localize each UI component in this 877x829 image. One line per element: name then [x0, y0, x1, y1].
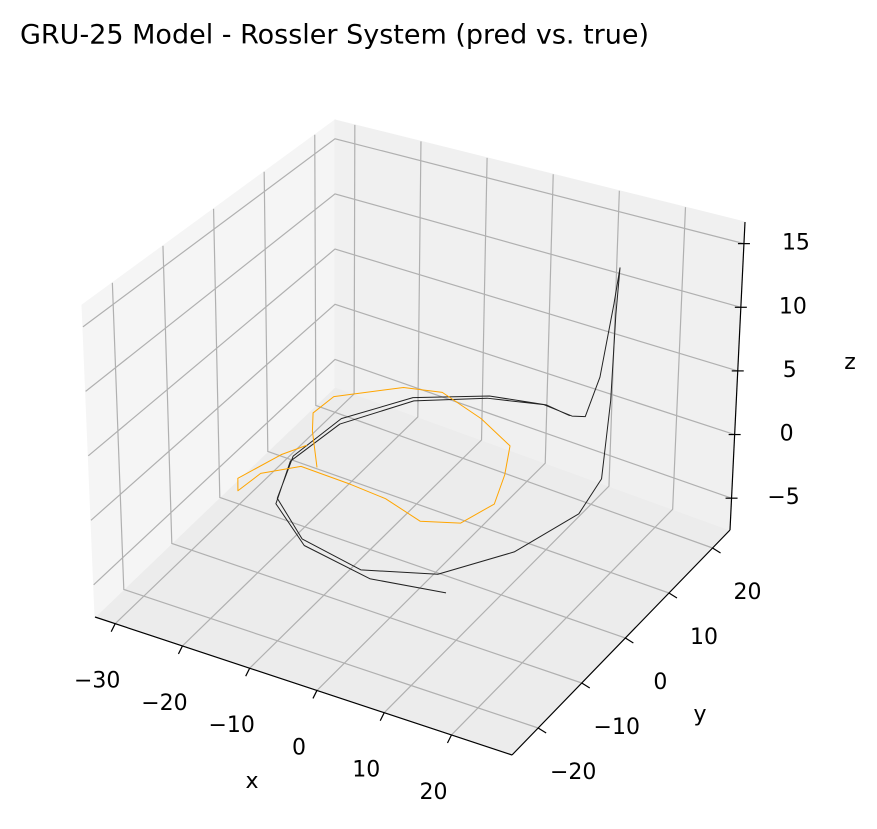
- grid-line: [451, 207, 687, 736]
- y-axis-label: y: [693, 702, 706, 727]
- y-tick-label: −20: [550, 760, 596, 785]
- x-tick-label: 10: [352, 758, 380, 783]
- y-axis: [511, 529, 731, 756]
- line-series: [237, 386, 511, 524]
- z-axis: [729, 221, 746, 531]
- z-tick-label: 0: [780, 422, 794, 447]
- x-axis-label: x: [245, 769, 258, 794]
- x-tick: [110, 623, 116, 632]
- grid-line: [93, 358, 732, 586]
- y-tick: [581, 682, 591, 689]
- x-tick-label: −30: [74, 669, 120, 694]
- y-tick-label: −10: [594, 715, 640, 740]
- x-tick-label: 0: [292, 735, 306, 760]
- y-tick-label: 10: [690, 625, 718, 650]
- z-tick-label: 15: [782, 231, 810, 256]
- grid-line: [87, 248, 738, 457]
- grid-line: [249, 157, 488, 669]
- grid-line: [182, 141, 422, 647]
- grid-line: [111, 282, 539, 729]
- x-tick-label: 20: [419, 780, 447, 805]
- z-axis-label: z: [844, 350, 856, 375]
- grid-line: [82, 138, 745, 328]
- line-series: [275, 267, 621, 594]
- grid-line: [90, 303, 735, 521]
- y-tick: [668, 592, 678, 599]
- x-tick: [245, 667, 251, 677]
- chart-title: GRU-25 Model - Rossler System (pred vs. …: [20, 20, 649, 51]
- z-tick-label: −5: [767, 485, 799, 510]
- x-tick-label: −10: [208, 713, 254, 738]
- x-tick: [379, 712, 385, 721]
- grid-line: [85, 193, 742, 392]
- x-tick: [177, 645, 183, 655]
- y-tick-label: 20: [734, 580, 762, 605]
- z-tick-label: 5: [783, 358, 797, 383]
- y-tick: [537, 727, 547, 734]
- grid-line: [316, 174, 554, 691]
- y-tick: [625, 637, 634, 644]
- grid-line: [314, 134, 713, 549]
- y-tick-label: 0: [653, 670, 667, 695]
- grid-line: [212, 208, 626, 639]
- y-tick: [712, 547, 721, 554]
- z-tick-label: 10: [779, 294, 807, 319]
- x-tick: [312, 690, 318, 699]
- x-tick-label: −20: [141, 691, 187, 716]
- grid-line: [263, 171, 670, 594]
- x-axis: [94, 616, 513, 756]
- grid-line: [162, 245, 582, 684]
- grid-line: [383, 190, 620, 714]
- x-tick: [446, 734, 453, 744]
